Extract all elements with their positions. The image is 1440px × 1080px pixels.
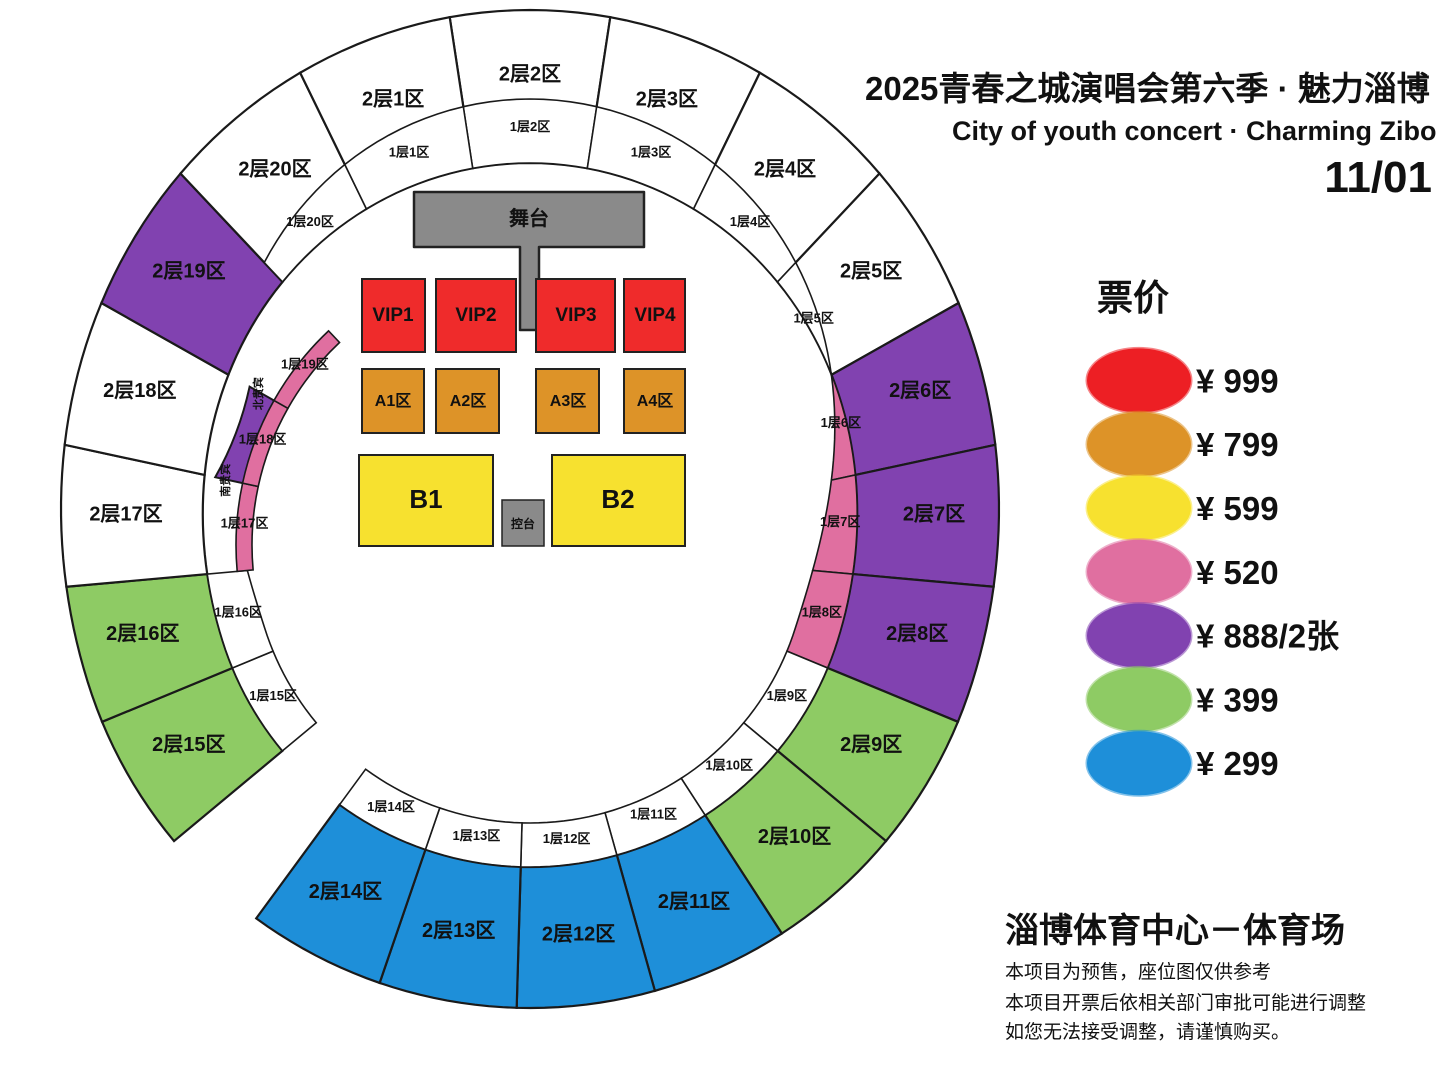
svg-text:1层8区: 1层8区 <box>802 605 842 620</box>
svg-text:北贵宾: 北贵宾 <box>251 377 265 410</box>
svg-text:2层4区: 2层4区 <box>754 158 816 180</box>
svg-text:2层7区: 2层7区 <box>903 503 965 525</box>
svg-text:¥ 299: ¥ 299 <box>1196 745 1279 782</box>
svg-text:2层2区: 2层2区 <box>499 64 561 86</box>
svg-text:1层15区: 1层15区 <box>249 688 297 703</box>
svg-text:VIP2: VIP2 <box>455 305 496 326</box>
svg-text:1层6区: 1层6区 <box>821 415 861 430</box>
svg-text:1层2区: 1层2区 <box>510 119 550 134</box>
svg-text:City of youth concert · Charmi: City of youth concert · Charming Zibo <box>952 116 1437 146</box>
svg-text:2层13区: 2层13区 <box>422 920 495 942</box>
svg-text:1层9区: 1层9区 <box>767 688 807 703</box>
svg-text:1层20区: 1层20区 <box>286 214 334 229</box>
svg-text:B2: B2 <box>601 484 634 514</box>
svg-text:如您无法接受调整，请谨慎购买。: 如您无法接受调整，请谨慎购买。 <box>1005 1021 1290 1043</box>
svg-text:A3区: A3区 <box>550 392 586 410</box>
svg-text:淄博体育中心－体育场: 淄博体育中心－体育场 <box>1005 912 1345 950</box>
svg-text:控台: 控台 <box>511 516 535 531</box>
svg-text:1层7区: 1层7区 <box>820 514 860 529</box>
svg-text:2025青春之城演唱会第六季 · 魅力淄博: 2025青春之城演唱会第六季 · 魅力淄博 <box>865 70 1430 107</box>
svg-text:VIP4: VIP4 <box>634 305 676 326</box>
svg-text:2层5区: 2层5区 <box>840 261 902 283</box>
svg-text:1层17区: 1层17区 <box>221 516 269 531</box>
svg-text:1层1区: 1层1区 <box>389 145 429 160</box>
svg-text:2层16区: 2层16区 <box>106 623 179 645</box>
svg-text:A4区: A4区 <box>637 392 673 410</box>
svg-text:A1区: A1区 <box>375 392 411 410</box>
svg-text:¥ 520: ¥ 520 <box>1196 554 1279 591</box>
svg-text:B1: B1 <box>409 484 442 514</box>
svg-text:11/01: 11/01 <box>1324 153 1432 202</box>
svg-text:¥ 888/2张: ¥ 888/2张 <box>1196 618 1339 655</box>
svg-text:¥ 799: ¥ 799 <box>1196 426 1279 463</box>
svg-text:2层14区: 2层14区 <box>309 881 382 903</box>
svg-text:2层3区: 2层3区 <box>636 88 698 110</box>
svg-text:票价: 票价 <box>1097 277 1169 318</box>
svg-text:2层8区: 2层8区 <box>886 623 948 645</box>
svg-text:1层3区: 1层3区 <box>631 145 671 160</box>
svg-text:VIP1: VIP1 <box>372 305 414 326</box>
svg-text:1层5区: 1层5区 <box>793 311 833 326</box>
svg-text:1层13区: 1层13区 <box>453 828 501 843</box>
svg-text:¥ 399: ¥ 399 <box>1196 681 1279 718</box>
svg-text:南贵宾: 南贵宾 <box>218 464 232 497</box>
svg-text:1层18区: 1层18区 <box>239 431 287 446</box>
svg-text:¥ 599: ¥ 599 <box>1196 490 1279 527</box>
svg-text:舞台: 舞台 <box>509 206 549 230</box>
svg-text:¥ 999: ¥ 999 <box>1196 362 1279 399</box>
svg-text:1层11区: 1层11区 <box>630 806 677 821</box>
svg-text:2层11区: 2层11区 <box>658 891 730 913</box>
svg-text:2层18区: 2层18区 <box>103 380 176 402</box>
svg-text:1层19区: 1层19区 <box>281 357 329 372</box>
svg-text:1层12区: 1层12区 <box>543 831 591 846</box>
svg-text:2层20区: 2层20区 <box>238 158 311 180</box>
svg-text:VIP3: VIP3 <box>555 305 596 326</box>
svg-text:2层17区: 2层17区 <box>89 503 162 525</box>
svg-text:1层4区: 1层4区 <box>730 214 770 229</box>
svg-text:2层10区: 2层10区 <box>758 826 831 848</box>
svg-text:2层9区: 2层9区 <box>840 734 902 756</box>
svg-text:1层16区: 1层16区 <box>214 605 262 620</box>
svg-text:1层10区: 1层10区 <box>705 757 753 772</box>
svg-text:本项目开票后依相关部门审批可能进行调整: 本项目开票后依相关部门审批可能进行调整 <box>1005 992 1366 1014</box>
svg-text:2层1区: 2层1区 <box>362 88 424 110</box>
svg-text:2层19区: 2层19区 <box>152 261 225 283</box>
svg-text:2层15区: 2层15区 <box>152 734 225 756</box>
svg-text:A2区: A2区 <box>450 392 486 410</box>
svg-text:本项目为预售，座位图仅供参考: 本项目为预售，座位图仅供参考 <box>1005 961 1271 983</box>
svg-text:2层6区: 2层6区 <box>889 380 951 402</box>
svg-text:2层12区: 2层12区 <box>542 924 615 946</box>
svg-text:1层14区: 1层14区 <box>367 799 415 814</box>
